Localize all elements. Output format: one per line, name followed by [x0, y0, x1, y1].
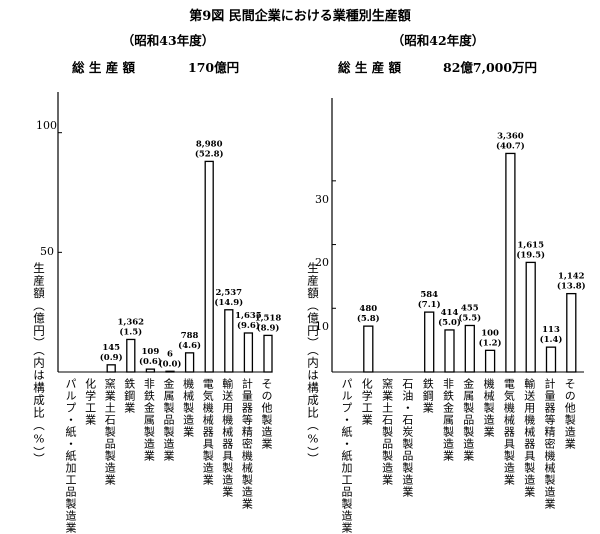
- category-label: 鉄鋼業: [421, 378, 435, 414]
- bar: [224, 309, 234, 373]
- bar-value-label: 455: [461, 303, 479, 313]
- right-ytick-label-10: 10: [315, 320, 329, 333]
- bar: [525, 261, 536, 373]
- chart-left-y-axis-label: 生産額（億円）（内は構成比（%））: [32, 262, 46, 466]
- category-label: 鉄鋼業: [122, 378, 136, 414]
- bar-share-label: (5.8): [357, 313, 380, 324]
- bar: [444, 329, 455, 373]
- category-label: その他製造業: [260, 378, 273, 450]
- bar-value-label: 788: [181, 331, 199, 341]
- bar-value-label: 3,360: [497, 131, 524, 141]
- bar: [505, 152, 516, 373]
- bar: [363, 325, 374, 373]
- category-label: 機械製造業: [482, 378, 496, 438]
- category-label: その他製造業: [563, 378, 577, 450]
- chart-left-total-label: 総 生 産 額: [72, 60, 136, 75]
- bar-share-label: (14.9): [214, 297, 243, 308]
- chart-left: 100 50 145(0.9) 1,362(1.5)109(0.6) 6(0.0) 7…: [36, 92, 282, 373]
- bar-value-label: 145: [102, 343, 120, 353]
- chart-right-y-axis-label: 生産額（億円）（内は構成比（%））: [306, 262, 320, 466]
- category-label: 輸送用機械器具製造業: [522, 378, 536, 498]
- figure-title: 第9図 民間企業における業種別生産額: [189, 8, 411, 24]
- bar-value-label: 584: [420, 290, 438, 300]
- bar: [263, 334, 273, 373]
- bar: [484, 349, 496, 373]
- bar-value-label: 1,635: [235, 311, 262, 321]
- bar-value-label: 1,362: [117, 317, 144, 327]
- bar-value-label: 480: [359, 304, 377, 314]
- chart-right: 30 20 10 480(5.8) 584(7.1)414(5.0)455(5.5…: [315, 98, 586, 373]
- bar-value-label: 6: [167, 349, 173, 359]
- bar: [204, 160, 214, 373]
- bar-value-label: 1,142: [558, 272, 585, 282]
- right-ytick-label-30: 30: [315, 193, 329, 206]
- category-label: 石油・石炭製品製造業: [400, 378, 414, 498]
- bar-share-label: (0.9): [100, 352, 123, 363]
- bar-value-label: 414: [441, 308, 459, 318]
- category-label: 化学工業: [83, 378, 97, 426]
- category-label: 窯業土石製品製造業: [103, 378, 117, 486]
- category-label: 機械製造業: [181, 378, 195, 438]
- bar-share-label: (5.5): [458, 312, 481, 323]
- chart-right-total-label: 総 生 産 額: [338, 60, 402, 75]
- category-label: 非鉄金属製造業: [441, 378, 455, 462]
- chart-left-total-value: 170億円: [188, 60, 239, 75]
- bar-share-label: (52.8): [195, 148, 224, 159]
- left-ytick-label-50: 50: [40, 245, 54, 258]
- bar-value-label: 8,980: [196, 139, 223, 149]
- category-label: パルプ・紙・紙加工品製造業: [64, 378, 77, 534]
- bar-value-label: 113: [542, 325, 560, 335]
- category-label: パルプ・紙・紙加工品製造業: [340, 378, 353, 534]
- bar-share-label: (1.4): [540, 334, 563, 345]
- category-label: 金属製品製造業: [461, 378, 475, 462]
- bar-share-label: (19.5): [516, 249, 545, 260]
- bar-value-label: 2,537: [215, 288, 242, 298]
- bar-share-label: (0.0): [159, 358, 182, 369]
- bar-share-label: (1.2): [479, 337, 502, 348]
- category-label: 電気機械器具製造業: [502, 378, 516, 486]
- bar-value-label: 100: [481, 328, 499, 338]
- bar: [184, 352, 195, 373]
- bar-share-label: (1.5): [119, 326, 142, 337]
- bar: [165, 370, 175, 373]
- bar: [464, 324, 475, 373]
- bar-share-label: (0.6): [139, 356, 162, 367]
- bar-share-label: (40.7): [496, 140, 525, 151]
- category-label: 非鉄金属製造業: [142, 378, 156, 462]
- category-label: 窯業土石製品製造業: [380, 378, 394, 486]
- bar: [424, 311, 435, 373]
- bar-share-label: (8.9): [257, 322, 280, 333]
- bar-share-label: (13.8): [557, 281, 586, 292]
- bar: [145, 368, 156, 373]
- category-label: 化学工業: [360, 378, 374, 426]
- category-label: 金属製品製造業: [162, 378, 175, 462]
- category-label: 計量器等精密機械製造業: [240, 378, 254, 510]
- bar-share-label: (9.6): [237, 320, 260, 331]
- left-ytick-label-100: 100: [36, 119, 57, 132]
- bar: [566, 292, 577, 373]
- chart-right-period: （昭和42年度）: [392, 33, 484, 48]
- bar: [106, 364, 116, 373]
- bar: [545, 346, 557, 373]
- figure: 第9図 民間企業における業種別生産額 （昭和43年度） 総 生 産 額 170億…: [36, 8, 586, 373]
- bar-value-label: 109: [142, 347, 160, 357]
- bar-share-label: (5.0): [438, 317, 461, 328]
- chart-right-total-value: 82億7,000万円: [443, 60, 537, 75]
- chart-left-period: （昭和43年度）: [122, 33, 214, 48]
- right-ytick-label-20: 20: [315, 256, 329, 269]
- category-label: 輸送用機械器具製造業: [220, 378, 234, 498]
- category-label: 計量器等精密機械製造業: [543, 378, 556, 510]
- bar: [243, 332, 254, 373]
- bar-share-label: (4.6): [178, 340, 201, 351]
- bar-value-label: 1,518: [255, 313, 282, 323]
- bar-value-label: 1,615: [517, 240, 544, 250]
- category-label: 電気機械器具製造業: [201, 378, 215, 486]
- bar-share-label: (7.1): [418, 299, 441, 310]
- bar: [126, 338, 136, 373]
